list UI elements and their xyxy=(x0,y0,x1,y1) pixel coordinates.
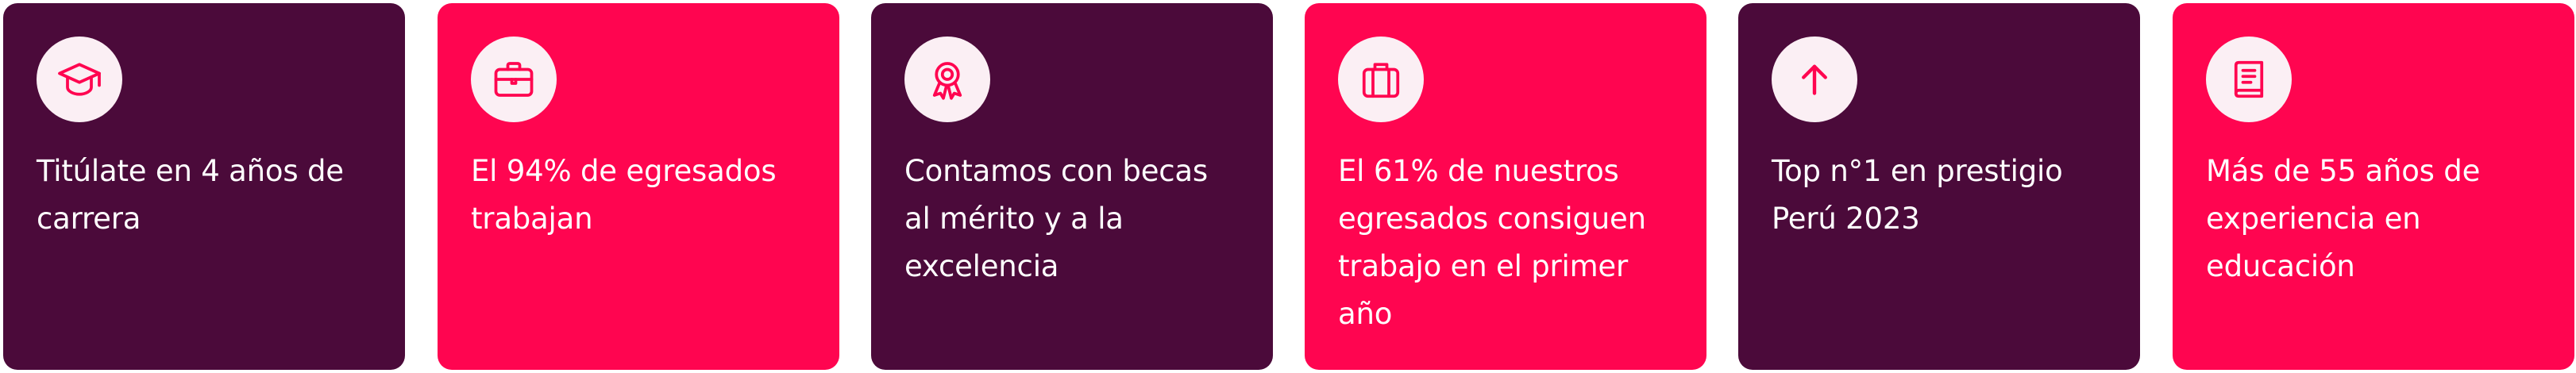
graduation-cap-icon xyxy=(58,63,101,96)
briefcase-icon xyxy=(494,62,534,97)
icon-badge xyxy=(2206,37,2292,122)
feature-card-first-job: El 61% de nuestros egresados consiguen t… xyxy=(1305,3,1706,370)
feature-text: Top n°1 en prestigio Perú 2023 xyxy=(1772,154,2063,236)
feature-card-degree: Titúlate en 4 años de carrera xyxy=(3,3,405,370)
icon-badge xyxy=(1338,37,1424,122)
icon-badge xyxy=(37,37,122,122)
feature-text: Contamos con becas al mérito y a la exce… xyxy=(904,154,1208,283)
feature-card-prestige: Top n°1 en prestigio Perú 2023 xyxy=(1738,3,2140,370)
feature-text: El 61% de nuestros egresados consiguen t… xyxy=(1338,154,1646,331)
icon-badge xyxy=(1772,37,1857,122)
icon-badge xyxy=(904,37,990,122)
award-medal-icon xyxy=(932,62,962,100)
feature-card-experience: Más de 55 años de experiencia en educaci… xyxy=(2173,3,2574,370)
feature-card-employment: El 94% de egresados trabajan xyxy=(438,3,839,370)
icon-badge xyxy=(471,37,557,122)
suitcase-icon xyxy=(1362,63,1400,98)
book-icon xyxy=(2234,60,2264,98)
feature-text: Titúlate en 4 años de carrera xyxy=(37,154,344,236)
feature-text: Más de 55 años de experiencia en educaci… xyxy=(2206,154,2481,283)
arrow-up-icon xyxy=(1802,64,1827,95)
feature-text: El 94% de egresados trabajan xyxy=(471,154,777,236)
feature-card-scholarships: Contamos con becas al mérito y a la exce… xyxy=(871,3,1273,370)
